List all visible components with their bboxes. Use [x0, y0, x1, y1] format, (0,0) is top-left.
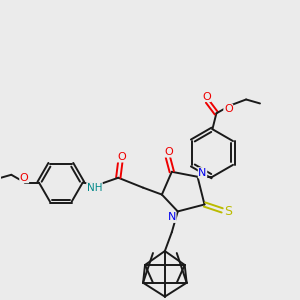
Text: O: O: [224, 104, 233, 114]
Text: S: S: [224, 205, 232, 218]
Text: O: O: [202, 92, 211, 101]
Text: O: O: [164, 147, 173, 157]
Text: O: O: [117, 152, 126, 162]
Text: O: O: [20, 173, 28, 183]
Text: N: N: [168, 212, 176, 222]
Text: NH: NH: [87, 183, 102, 193]
Text: N: N: [198, 168, 207, 178]
